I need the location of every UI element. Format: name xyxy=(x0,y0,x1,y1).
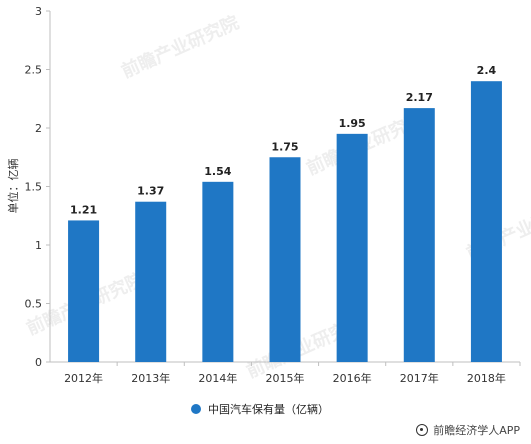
footer-text: 前瞻经济学人APP xyxy=(433,423,520,437)
y-tick-label: 0 xyxy=(35,356,42,369)
bar-value-label: 1.37 xyxy=(137,185,164,198)
bar xyxy=(202,181,234,362)
y-tick-label: 3 xyxy=(35,5,42,18)
bar xyxy=(269,157,301,362)
x-tick-label: 2013年 xyxy=(131,371,170,385)
legend-label: 中国汽车保有量（亿辆） xyxy=(208,402,329,416)
y-tick-label: 0.5 xyxy=(25,298,43,311)
bar xyxy=(68,220,100,362)
bar-value-label: 2.4 xyxy=(477,64,497,77)
y-tick-label: 1 xyxy=(35,239,42,252)
labels-layer: 1.21 1.37 1.54 1.75 1.95 2.17 2.4 xyxy=(70,64,497,216)
x-tick-label: 2016年 xyxy=(333,371,372,385)
bar xyxy=(470,81,502,362)
x-tick-label: 2015年 xyxy=(266,371,305,385)
x-tick-label: 2014年 xyxy=(198,371,237,385)
bar xyxy=(403,108,435,362)
watermark-text: 前瞻产业研究院 xyxy=(118,11,242,82)
bar-value-label: 1.54 xyxy=(204,165,231,178)
x-tick-label: 2017年 xyxy=(400,371,439,385)
legend-layer: 中国汽车保有量（亿辆） xyxy=(191,402,329,416)
bar xyxy=(336,133,368,362)
bar-value-label: 2.17 xyxy=(406,91,433,104)
bars-layer xyxy=(68,81,502,362)
logo-icon xyxy=(416,424,429,436)
footer-brand: 前瞻经济学人APP xyxy=(416,424,520,436)
y-axis-title: 单位：亿辆 xyxy=(6,159,20,214)
bar-value-label: 1.95 xyxy=(339,117,366,130)
bar-value-label: 1.75 xyxy=(271,140,298,153)
legend-swatch xyxy=(191,404,201,414)
x-tick-label: 2012年 xyxy=(64,371,103,385)
bar-value-label: 1.21 xyxy=(70,203,97,216)
y-tick-label: 2.5 xyxy=(25,64,43,77)
y-tick-label: 1.5 xyxy=(25,181,43,194)
bar xyxy=(135,201,167,362)
y-tick-label: 2 xyxy=(35,122,42,135)
x-tick-label: 2018年 xyxy=(467,371,506,385)
